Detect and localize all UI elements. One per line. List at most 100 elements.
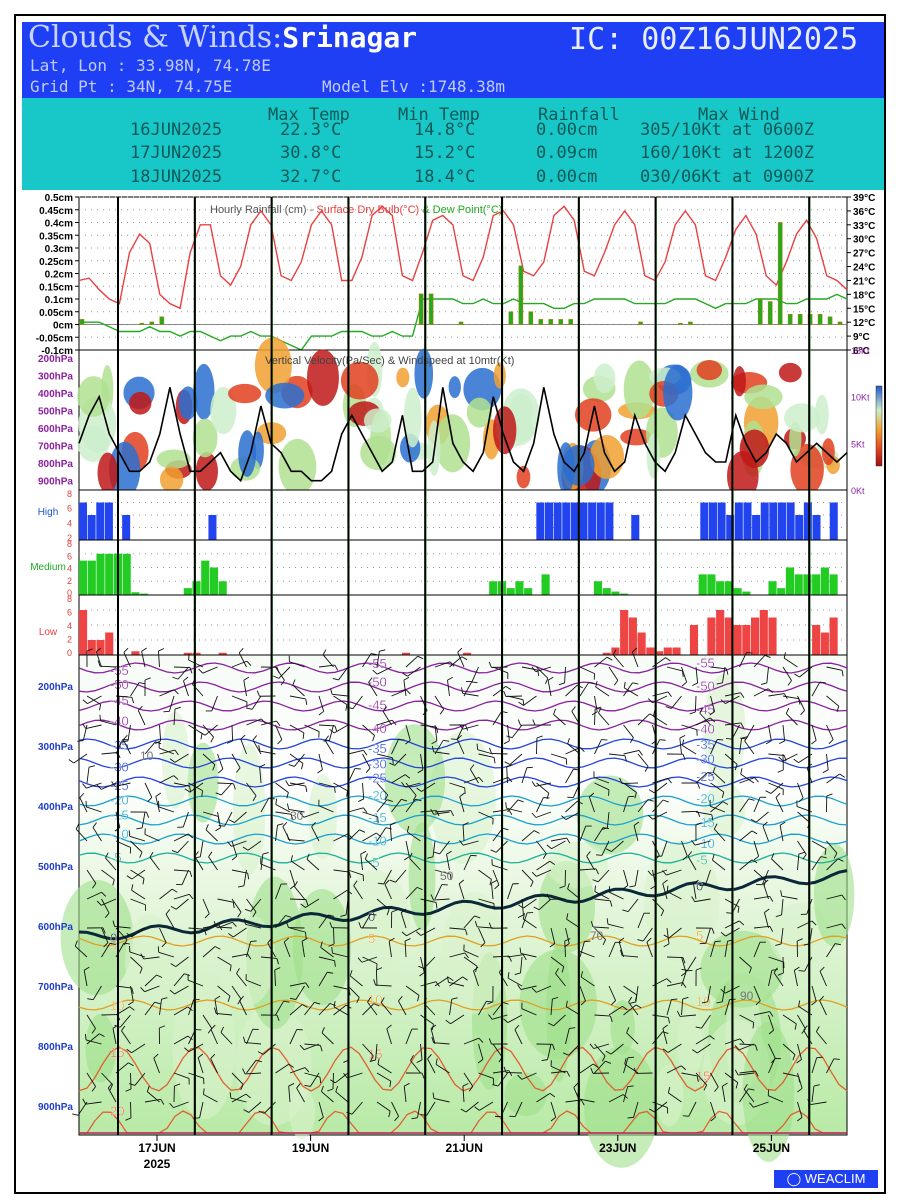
wind-barb — [463, 956, 478, 967]
wind-barb-flag — [586, 851, 591, 857]
wind-barb — [86, 806, 102, 813]
wind-barb-flag — [129, 1083, 136, 1086]
isoline-label: -15 — [110, 808, 129, 823]
wind-barb — [362, 753, 371, 769]
wind-barb-flag — [819, 681, 826, 684]
y-tick-label: 0.35cm — [39, 231, 73, 242]
wind-barb — [92, 827, 102, 842]
wind-barb-flag — [488, 661, 492, 668]
wind-barb-flag — [828, 739, 834, 745]
row-wind: 305/10Kt at 0600Z — [640, 120, 814, 140]
wind-barb — [623, 1057, 629, 1074]
cloud-y-tick: 4 — [67, 564, 72, 574]
wind-barb — [506, 766, 508, 784]
wind-barb-flag — [283, 1000, 290, 1003]
wind-barb — [95, 651, 102, 668]
wind-barb — [278, 666, 291, 679]
wind-barb-flag — [503, 740, 510, 745]
wind-barb — [275, 782, 289, 793]
wind-barb-flag — [123, 939, 128, 946]
wind-barb-flag — [720, 988, 726, 994]
wind-barb — [753, 1011, 770, 1016]
wind-barb-flag — [813, 1084, 820, 1087]
isoline-label: -10 — [696, 836, 715, 851]
rain-bar — [757, 298, 763, 325]
wind-barb-flag — [649, 713, 656, 717]
rh-patch — [289, 1086, 316, 1140]
wind-barb-flag — [740, 722, 745, 729]
wind-barb-flag — [82, 783, 87, 789]
wind-barb-flag — [174, 706, 181, 710]
wind-barb — [712, 859, 726, 871]
rh-patch — [161, 711, 190, 809]
wind-barb-flag — [99, 704, 102, 711]
isoline-label: -25 — [696, 769, 715, 784]
wind-barb — [127, 724, 131, 741]
wind-barb — [433, 751, 450, 755]
wind-barb — [405, 782, 417, 796]
wind-barb-flag — [549, 860, 556, 866]
velocity-blob — [623, 360, 656, 419]
wind-barb — [771, 858, 784, 871]
wind-barb-flag — [380, 997, 385, 1003]
cloud-bar — [795, 515, 804, 540]
wind-barb — [202, 724, 214, 738]
wind-barb — [416, 1101, 421, 1118]
wind-barb — [74, 945, 88, 958]
wind-barb-flag — [139, 851, 143, 858]
wind-barb-flag — [754, 777, 759, 783]
wind-barb — [538, 898, 552, 911]
wind-barb — [740, 773, 755, 784]
wind-barb — [624, 687, 639, 697]
wind-barb — [547, 680, 552, 697]
wind-barb-flag — [228, 819, 235, 823]
wind-barb-flag — [696, 1075, 699, 1082]
wind-barb-flag — [319, 1076, 322, 1084]
wind-barb — [819, 1000, 827, 1016]
wind-barb-flag — [401, 798, 408, 802]
wind-barb — [667, 1043, 682, 1053]
wind-barb — [704, 869, 711, 886]
wind-barb — [86, 782, 102, 789]
wind-barb-flag — [242, 1068, 246, 1075]
wind-barb — [144, 833, 160, 842]
wind-barb-flag — [218, 768, 224, 774]
wind-barb — [391, 1101, 399, 1117]
wind-barb-flag — [682, 754, 686, 760]
wind-barb-flag — [502, 1001, 509, 1005]
wind-barb — [523, 898, 537, 909]
wind-barb-flag — [433, 851, 440, 855]
wind-barb — [197, 1057, 204, 1074]
row-date: 17JUN2025 — [130, 143, 223, 163]
wind-barb — [362, 782, 365, 799]
wind-barb — [238, 652, 247, 668]
wind-barb-flag — [400, 908, 407, 914]
wind-barb-flag — [398, 996, 403, 1002]
wind-barb — [623, 724, 634, 738]
wind-barb-flag — [633, 1067, 637, 1074]
wind-barb-flag — [215, 827, 221, 832]
wind-barb-flag — [104, 912, 110, 918]
wind-barb-flag — [155, 740, 161, 744]
wind-barb-flag — [329, 728, 335, 734]
wind-barb-flag — [748, 1088, 755, 1091]
wind-barb — [521, 830, 535, 842]
rh-patch — [768, 902, 831, 967]
wind-barb-flag — [244, 918, 246, 925]
wind-barb — [231, 840, 247, 847]
wind-barb — [144, 1001, 155, 1016]
wind-barb — [105, 857, 117, 871]
wind-barb-flag — [320, 1045, 323, 1052]
wind-barb — [119, 1014, 131, 1028]
wind-barb — [288, 809, 305, 813]
temperature-isoline — [78, 681, 848, 693]
windspeed-tick: 5Kt — [851, 439, 865, 449]
wind-barb — [289, 695, 306, 700]
wind-barb — [100, 720, 117, 726]
wind-barb-flag — [592, 879, 599, 883]
cloud-bar — [812, 515, 821, 540]
wind-barb — [175, 898, 189, 910]
wind-barb-flag — [783, 652, 786, 659]
wind-barb-flag — [841, 923, 846, 930]
wind-barb — [173, 1072, 190, 1079]
